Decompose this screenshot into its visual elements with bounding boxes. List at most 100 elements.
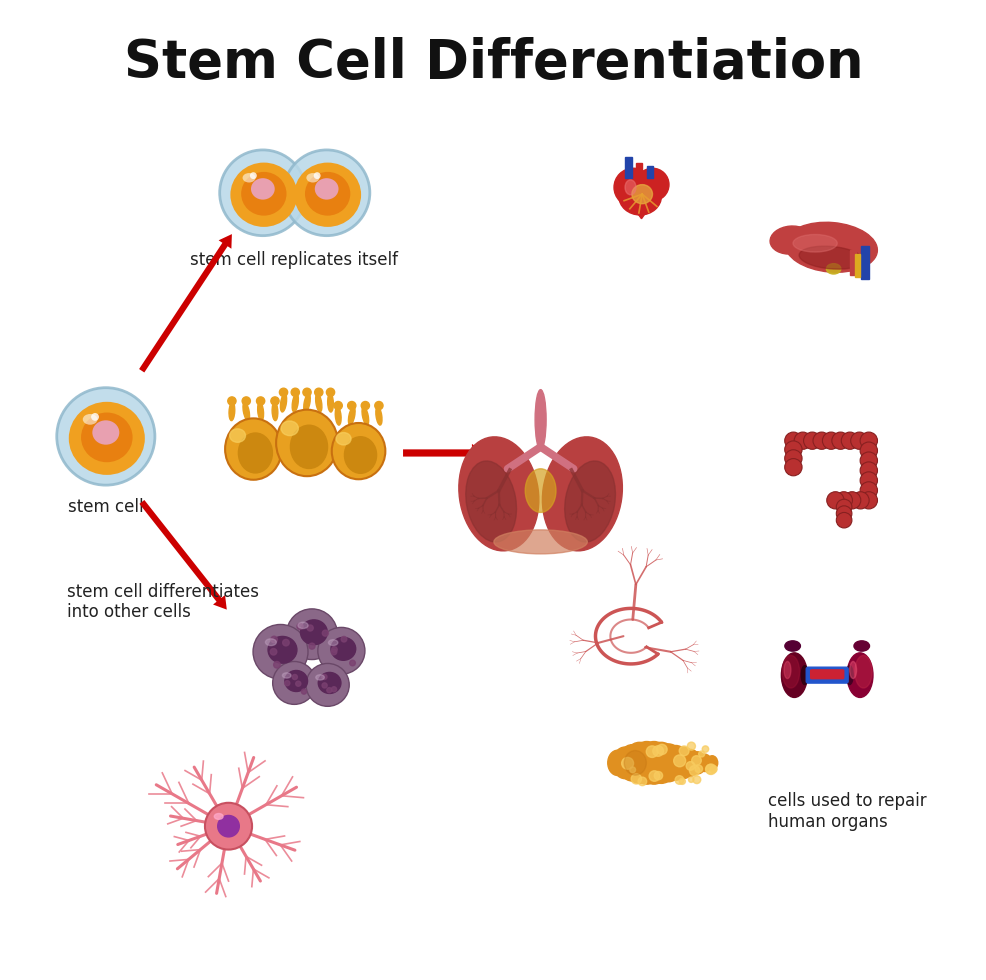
- Ellipse shape: [617, 745, 646, 781]
- Ellipse shape: [362, 407, 369, 425]
- Ellipse shape: [335, 432, 351, 445]
- Ellipse shape: [801, 665, 808, 685]
- Circle shape: [638, 777, 646, 786]
- Circle shape: [821, 432, 839, 449]
- Circle shape: [859, 432, 877, 449]
- Ellipse shape: [706, 756, 717, 770]
- Circle shape: [851, 492, 869, 509]
- Ellipse shape: [853, 641, 869, 651]
- Ellipse shape: [799, 246, 863, 270]
- Circle shape: [812, 432, 829, 449]
- Bar: [855, 255, 860, 276]
- Circle shape: [57, 388, 155, 485]
- Ellipse shape: [290, 425, 327, 468]
- Circle shape: [674, 776, 683, 784]
- Circle shape: [826, 492, 843, 509]
- Ellipse shape: [239, 433, 272, 473]
- Ellipse shape: [629, 742, 663, 784]
- Text: Stem Cell Differentiation: Stem Cell Differentiation: [123, 37, 863, 89]
- Circle shape: [691, 756, 701, 765]
- Circle shape: [835, 513, 851, 528]
- Circle shape: [282, 639, 289, 646]
- Circle shape: [835, 506, 851, 521]
- Circle shape: [303, 388, 311, 396]
- Ellipse shape: [93, 420, 119, 445]
- Ellipse shape: [525, 468, 555, 513]
- Ellipse shape: [257, 402, 263, 420]
- Ellipse shape: [670, 747, 695, 779]
- FancyBboxPatch shape: [810, 670, 843, 679]
- Circle shape: [270, 649, 276, 655]
- Circle shape: [317, 627, 365, 674]
- Ellipse shape: [465, 461, 516, 542]
- Circle shape: [220, 150, 306, 235]
- Ellipse shape: [327, 394, 333, 412]
- Circle shape: [859, 442, 877, 460]
- Text: cells used to repair
human organs: cells used to repair human organs: [767, 792, 926, 831]
- Circle shape: [349, 661, 355, 665]
- Circle shape: [673, 755, 685, 766]
- Circle shape: [692, 776, 700, 784]
- Circle shape: [322, 630, 328, 636]
- Circle shape: [375, 402, 383, 410]
- Circle shape: [859, 462, 877, 479]
- Ellipse shape: [298, 622, 308, 628]
- Ellipse shape: [849, 662, 856, 678]
- Circle shape: [831, 432, 848, 449]
- Ellipse shape: [316, 674, 324, 680]
- Ellipse shape: [328, 640, 337, 646]
- Ellipse shape: [564, 461, 615, 542]
- Ellipse shape: [300, 620, 327, 645]
- Circle shape: [286, 609, 337, 660]
- Circle shape: [297, 623, 303, 629]
- Ellipse shape: [637, 742, 670, 784]
- Circle shape: [361, 402, 369, 410]
- Ellipse shape: [623, 742, 655, 783]
- Circle shape: [242, 397, 250, 405]
- Ellipse shape: [679, 750, 700, 776]
- Ellipse shape: [276, 410, 337, 476]
- Bar: [849, 250, 855, 275]
- Ellipse shape: [618, 177, 661, 215]
- Ellipse shape: [662, 746, 688, 780]
- Circle shape: [292, 674, 297, 679]
- Ellipse shape: [653, 744, 682, 782]
- Circle shape: [228, 397, 236, 405]
- Ellipse shape: [792, 234, 836, 252]
- Circle shape: [296, 681, 301, 686]
- Ellipse shape: [250, 178, 274, 200]
- Ellipse shape: [624, 180, 635, 195]
- Ellipse shape: [697, 755, 711, 771]
- Ellipse shape: [317, 672, 340, 694]
- FancyBboxPatch shape: [806, 667, 847, 683]
- Ellipse shape: [783, 662, 790, 678]
- Ellipse shape: [688, 752, 706, 774]
- Circle shape: [273, 662, 280, 668]
- Circle shape: [859, 482, 877, 499]
- Ellipse shape: [376, 407, 382, 425]
- Ellipse shape: [83, 414, 98, 424]
- Circle shape: [330, 649, 336, 655]
- Ellipse shape: [330, 637, 355, 661]
- Circle shape: [689, 765, 699, 775]
- Circle shape: [803, 432, 820, 449]
- Bar: [860, 246, 868, 279]
- Circle shape: [635, 169, 669, 201]
- Ellipse shape: [243, 173, 255, 182]
- Ellipse shape: [845, 665, 852, 685]
- Circle shape: [709, 765, 717, 772]
- Circle shape: [701, 746, 708, 753]
- Ellipse shape: [344, 437, 377, 473]
- Ellipse shape: [230, 429, 246, 442]
- Circle shape: [301, 689, 307, 694]
- Ellipse shape: [281, 421, 298, 436]
- Circle shape: [835, 499, 851, 514]
- Ellipse shape: [81, 413, 132, 463]
- Text: stem cell replicates itself: stem cell replicates itself: [190, 251, 398, 270]
- Circle shape: [678, 746, 688, 756]
- Ellipse shape: [612, 747, 637, 779]
- Circle shape: [840, 432, 858, 449]
- Circle shape: [629, 767, 635, 772]
- Circle shape: [843, 492, 860, 509]
- Ellipse shape: [230, 163, 297, 227]
